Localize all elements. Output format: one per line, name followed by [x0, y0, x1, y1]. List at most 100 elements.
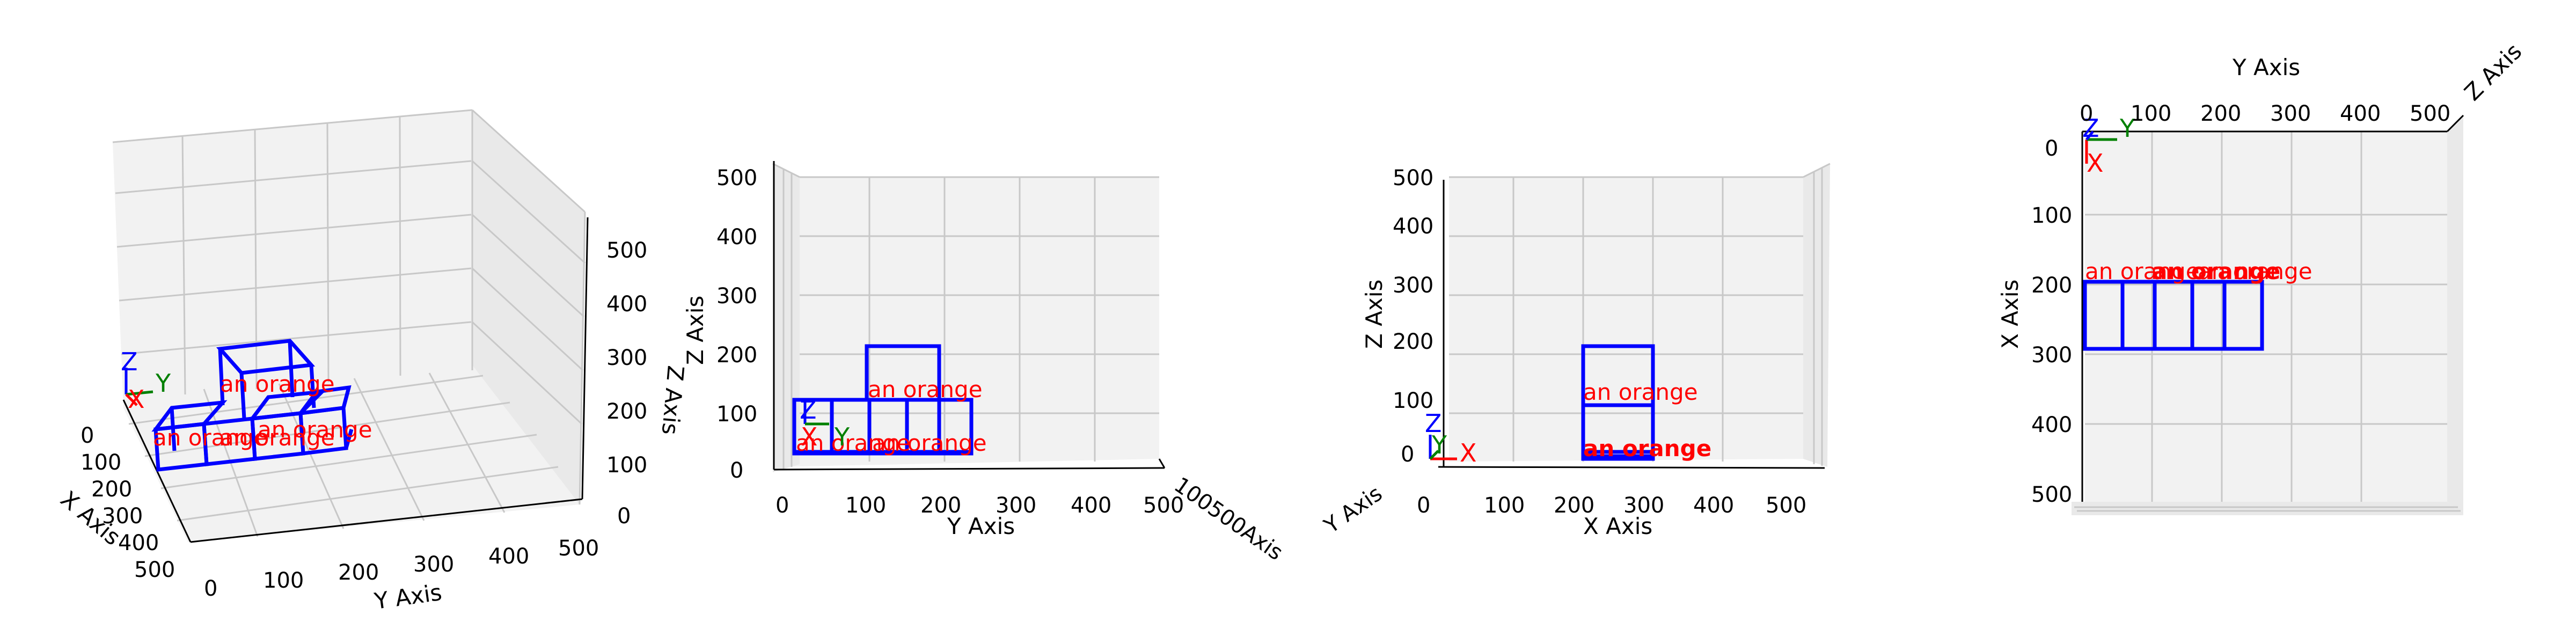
tick-label: 400 — [1393, 214, 1433, 239]
tick-label: 100 — [263, 568, 304, 593]
tick-label: 100 — [845, 493, 886, 518]
bounding-boxes — [792, 344, 974, 456]
tick-label: 0 — [775, 493, 789, 518]
side-view-panel: an orange an orange Z Y X 0 100 200 300 … — [1320, 163, 1831, 539]
tick-label: 400 — [606, 292, 647, 317]
perspective-view-panel: an orange an orange an orange an orange … — [56, 109, 689, 614]
tick-label: 0 — [2045, 136, 2058, 161]
object-label: an orange — [220, 371, 335, 397]
y-axis-label: Y Axis — [2232, 54, 2300, 80]
tick-label: 100 — [2031, 203, 2072, 228]
tick-label: 500 — [716, 166, 757, 191]
tick-label: 200 — [716, 343, 757, 368]
tick-label: 300 — [606, 346, 647, 370]
top-view-panel: an orange an orange an orange Z Y X 0 10… — [1997, 38, 2527, 515]
gizmo-z-label: Z — [1425, 409, 1442, 438]
tick-label: 100 — [1393, 389, 1433, 413]
z-axis-label: Z Axis — [657, 364, 689, 436]
object-label: an orange — [2152, 258, 2280, 284]
tick-label: 200 — [2200, 101, 2241, 126]
gizmo-y-label: Y — [834, 422, 850, 451]
tick-label: 200 — [1554, 493, 1594, 518]
tick-label: 100 — [2131, 101, 2171, 126]
tick-label: 300 — [413, 552, 454, 577]
tick-label: 300 — [2270, 101, 2311, 126]
gizmo-x-label: X — [2087, 149, 2104, 178]
tick-label: 500 — [2410, 101, 2450, 126]
tick-label: 500 — [606, 238, 647, 263]
tick-label: 500 — [1143, 493, 1184, 518]
axis-gizmo: Z Y X — [800, 396, 850, 451]
x-axis-label: X Axis — [1583, 513, 1652, 539]
axis-gizmo: Z Y X — [121, 347, 171, 414]
axis-gizmo: Z Y X — [2082, 114, 2135, 178]
gizmo-z-label: Z — [800, 396, 817, 425]
tick-label: 100 — [606, 453, 647, 478]
tick-label: 100 — [80, 450, 121, 475]
y-tick-labels: 0 100 200 300 400 500 — [2080, 101, 2450, 126]
object-label: an orange — [2198, 258, 2312, 284]
tick-label: 0 — [730, 458, 743, 483]
tick-label: 300 — [102, 504, 143, 529]
tick-label: 0 — [1417, 493, 1430, 518]
tick-label: 0 — [2080, 101, 2093, 126]
grid-lines — [2074, 131, 2461, 512]
tick-label: 500 — [2031, 482, 2072, 507]
x-tick-labels: 0 100 200 300 400 500 — [80, 423, 175, 582]
bounding-boxes — [1581, 344, 1655, 461]
object-label: an orange — [872, 430, 987, 456]
tick-label: 200 — [1393, 330, 1433, 354]
tick-label: 200 — [338, 560, 379, 585]
front-view-panel: an orange an orange an orange Z Y X 0 10… — [682, 161, 1287, 565]
y-tick-labels: 0 100 200 300 400 500 — [775, 493, 1184, 518]
gizmo-y-label: Y — [2119, 114, 2135, 143]
z-tick-labels: 0 100 200 300 400 500 — [606, 238, 647, 529]
depth-tick-labels: 100500Axis — [1169, 473, 1287, 566]
depth-tick-labels: Y Axis — [1320, 481, 1387, 539]
object-label: an orange — [796, 430, 911, 456]
object-label: an orange — [153, 425, 268, 451]
z-tick-labels: 0 100 200 300 400 500 — [1393, 166, 1433, 467]
object-label: an orange — [868, 376, 983, 402]
tick-label: 500 — [1766, 493, 1806, 518]
object-label: an orange — [258, 416, 372, 443]
object-label: an orange — [1583, 379, 1698, 405]
y-axis-label: Y Axis — [372, 579, 444, 614]
x-tick-labels: 0 100 200 300 400 500 — [1417, 493, 1806, 518]
tick-label: 400 — [2031, 413, 2072, 437]
gizmo-y-label: Y — [1431, 430, 1447, 459]
object-label: an orange — [220, 425, 335, 451]
tick-label: 300 — [716, 284, 757, 309]
tick-label: 100 — [716, 402, 757, 427]
gizmo-x-label: X — [1460, 438, 1477, 467]
tick-label: 300 — [1623, 493, 1664, 518]
gizmo-y-label: Y — [155, 369, 171, 398]
tick-label: 400 — [488, 544, 529, 569]
gizmo-z-label: Z — [2082, 114, 2099, 143]
y-axis-label: Y Axis — [947, 513, 1015, 539]
tick-label: 0 — [204, 576, 217, 601]
tick-label: 100 — [1484, 493, 1525, 518]
tick-label: 200 — [91, 477, 132, 502]
tick-label: 400 — [1071, 493, 1111, 518]
z-axis-label: Z Axis — [1361, 280, 1387, 349]
tick-label: 500 — [558, 536, 599, 561]
z-axis-label: Z Axis — [2459, 38, 2527, 106]
tick-label: 300 — [996, 493, 1036, 518]
z-tick-labels: 0 100 200 300 400 500 — [716, 166, 757, 483]
tick-label: 0 — [1401, 442, 1414, 467]
grid-lines — [772, 163, 1159, 470]
x-axis-label: X Axis — [1997, 280, 2023, 349]
object-label: an orange — [2085, 258, 2200, 284]
gizmo-x-label: X — [801, 422, 818, 451]
tick-label: 200 — [920, 493, 961, 518]
z-axis-label: Z Axis — [682, 296, 708, 365]
bounding-boxes — [151, 339, 354, 472]
y-tick-labels: 0 100 200 300 400 500 — [204, 536, 599, 601]
object-label: an orange — [1583, 435, 1711, 462]
grid-lines — [1449, 163, 1831, 466]
tick-label: 300 — [1393, 273, 1433, 298]
tick-label: 500 — [1393, 166, 1433, 191]
tick-label: 0 — [617, 504, 631, 529]
